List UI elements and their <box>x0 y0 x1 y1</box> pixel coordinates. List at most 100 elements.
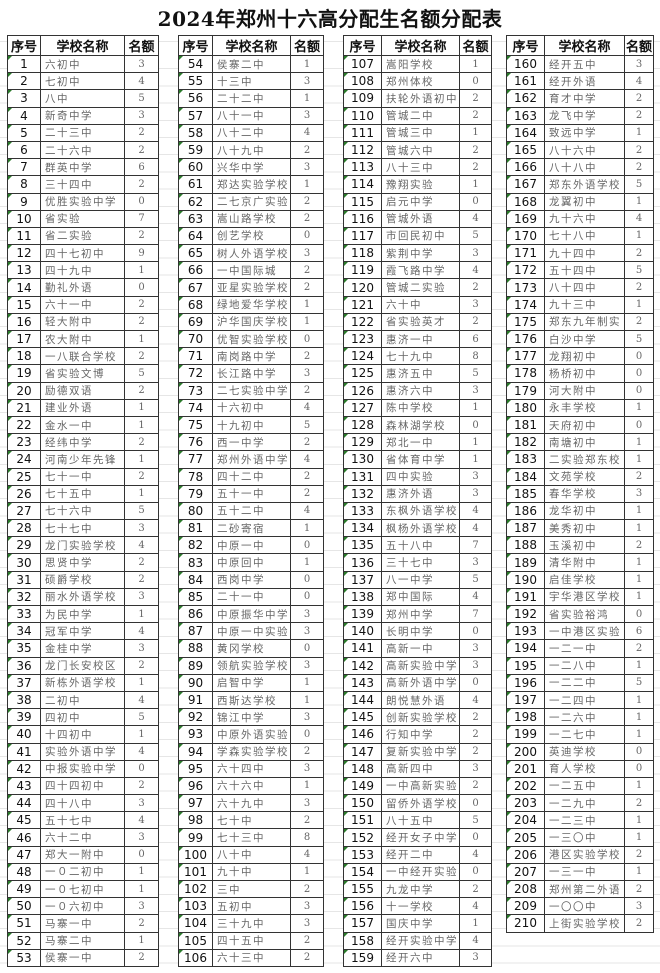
table-row: 201 育人学校 0 <box>506 759 654 778</box>
school-name: 四十五中 <box>212 931 291 950</box>
row-number: 11 <box>7 226 41 246</box>
quota-value: 2 <box>124 570 159 589</box>
table-row: 64 创艺学校 0 <box>178 226 324 246</box>
row-number: 35 <box>7 639 41 658</box>
table-row: 190 启佳学校 1 <box>506 570 654 589</box>
row-number: 202 <box>506 776 545 796</box>
row-number: 26 <box>7 484 41 503</box>
school-name: 中报实验中学 <box>40 759 125 778</box>
table-row: 31 硕爵学校 2 <box>7 570 159 589</box>
quota-value: 2 <box>124 347 159 366</box>
school-name: 十九初中 <box>212 415 291 435</box>
school-name: 五十一中 <box>212 484 291 503</box>
row-number: 191 <box>506 587 545 607</box>
school-name: 一二二中 <box>544 673 625 692</box>
quota-value: 1 <box>624 553 654 572</box>
school-name: 二十六中 <box>40 140 125 160</box>
row-number: 3 <box>7 89 41 108</box>
school-name: 管城外语 <box>381 209 460 228</box>
quota-value: 2 <box>290 140 324 160</box>
row-number: 103 <box>178 897 213 916</box>
school-name: 七十三中 <box>212 828 291 847</box>
quota-value: 2 <box>459 106 492 125</box>
table-row: 40 十四初中 1 <box>7 725 159 744</box>
header-quota: 名额 <box>459 35 492 56</box>
row-number: 67 <box>178 278 213 297</box>
school-name: 八十五中 <box>381 811 460 830</box>
table-row: 147 复新实验中学 2 <box>343 742 492 761</box>
quota-value: 3 <box>459 553 492 572</box>
school-name: 四初中 <box>40 708 125 727</box>
quota-value: 5 <box>124 364 159 383</box>
quota-value: 1 <box>624 398 654 417</box>
header-quota: 名额 <box>290 35 324 56</box>
quota-value: 2 <box>624 244 654 263</box>
quota-value: 0 <box>624 381 654 400</box>
table-row: 123 惠济一中 6 <box>343 329 492 349</box>
row-number: 121 <box>343 295 382 314</box>
row-number: 193 <box>506 622 545 641</box>
row-number: 44 <box>7 794 41 813</box>
row-number: 104 <box>178 914 213 933</box>
quota-value: 1 <box>624 708 654 727</box>
quota-value: 1 <box>290 312 324 332</box>
school-name: 经开女子中学 <box>381 828 460 847</box>
school-name: 九龙中学 <box>381 879 460 899</box>
school-name: 郑州中学 <box>381 604 460 624</box>
school-name: 英迪学校 <box>544 742 625 761</box>
table-row: 176 白沙中学 5 <box>506 329 654 349</box>
quota-value: 4 <box>459 261 492 280</box>
school-name: 勤礼外语 <box>40 278 125 297</box>
quota-value: 0 <box>290 639 324 658</box>
school-name: 管城六中 <box>381 140 460 160</box>
quota-value: 2 <box>624 879 654 899</box>
table-row: 92 锦江中学 3 <box>178 708 324 727</box>
table-row: 185 春华学校 3 <box>506 484 654 503</box>
table-row: 157 国庆中学 1 <box>343 914 492 933</box>
school-name: 一二八中 <box>544 656 625 675</box>
school-name: 一三一中 <box>544 862 625 882</box>
header-quota: 名额 <box>124 35 159 56</box>
quota-value: 3 <box>290 158 324 177</box>
school-name: 中原一中 <box>212 536 291 555</box>
quota-value: 2 <box>124 312 159 332</box>
quota-value: 1 <box>290 553 324 572</box>
quota-value: 1 <box>124 725 159 744</box>
table-row: 71 南岗路中学 2 <box>178 347 324 366</box>
row-number: 96 <box>178 776 213 796</box>
table-row: 206 港区实验学校 2 <box>506 845 654 864</box>
school-name: 龙翔初中 <box>544 347 625 366</box>
school-name: 经开五中 <box>544 54 625 74</box>
table-row: 208 郑州第二外语 2 <box>506 879 654 899</box>
row-number: 73 <box>178 381 213 400</box>
table-row: 124 七十九中 8 <box>343 347 492 366</box>
school-name: 郑州第二外语 <box>544 879 625 899</box>
quota-value: 2 <box>459 158 492 177</box>
school-name: 启智中学 <box>212 673 291 692</box>
quota-value: 0 <box>624 364 654 383</box>
quota-value: 2 <box>290 811 324 830</box>
school-name: 五十七中 <box>40 811 125 830</box>
table-row: 163 龙飞中学 2 <box>506 106 654 125</box>
row-number: 101 <box>178 862 213 882</box>
table-row: 44 四十八中 3 <box>7 794 159 813</box>
quota-value: 1 <box>624 690 654 710</box>
row-number: 170 <box>506 226 545 246</box>
row-number: 79 <box>178 484 213 503</box>
school-name: 中原一中实验 <box>212 622 291 641</box>
row-number: 90 <box>178 673 213 692</box>
row-number: 82 <box>178 536 213 555</box>
row-number: 86 <box>178 604 213 624</box>
row-number: 41 <box>7 742 41 761</box>
school-name: 东枫外语学校 <box>381 501 460 521</box>
table-row: 69 沪华国庆学校 1 <box>178 312 324 332</box>
table-row: 118 紫荆中学 3 <box>343 244 492 263</box>
quota-value: 2 <box>290 742 324 761</box>
school-name: 七十一中 <box>40 467 125 486</box>
school-name: 陈中学校 <box>381 398 460 417</box>
row-number: 66 <box>178 261 213 280</box>
row-number: 208 <box>506 879 545 899</box>
table-row: 89 领航实验学校 3 <box>178 656 324 675</box>
table-row: 175 郑东九年制实 2 <box>506 312 654 332</box>
quota-value: 1 <box>124 329 159 349</box>
